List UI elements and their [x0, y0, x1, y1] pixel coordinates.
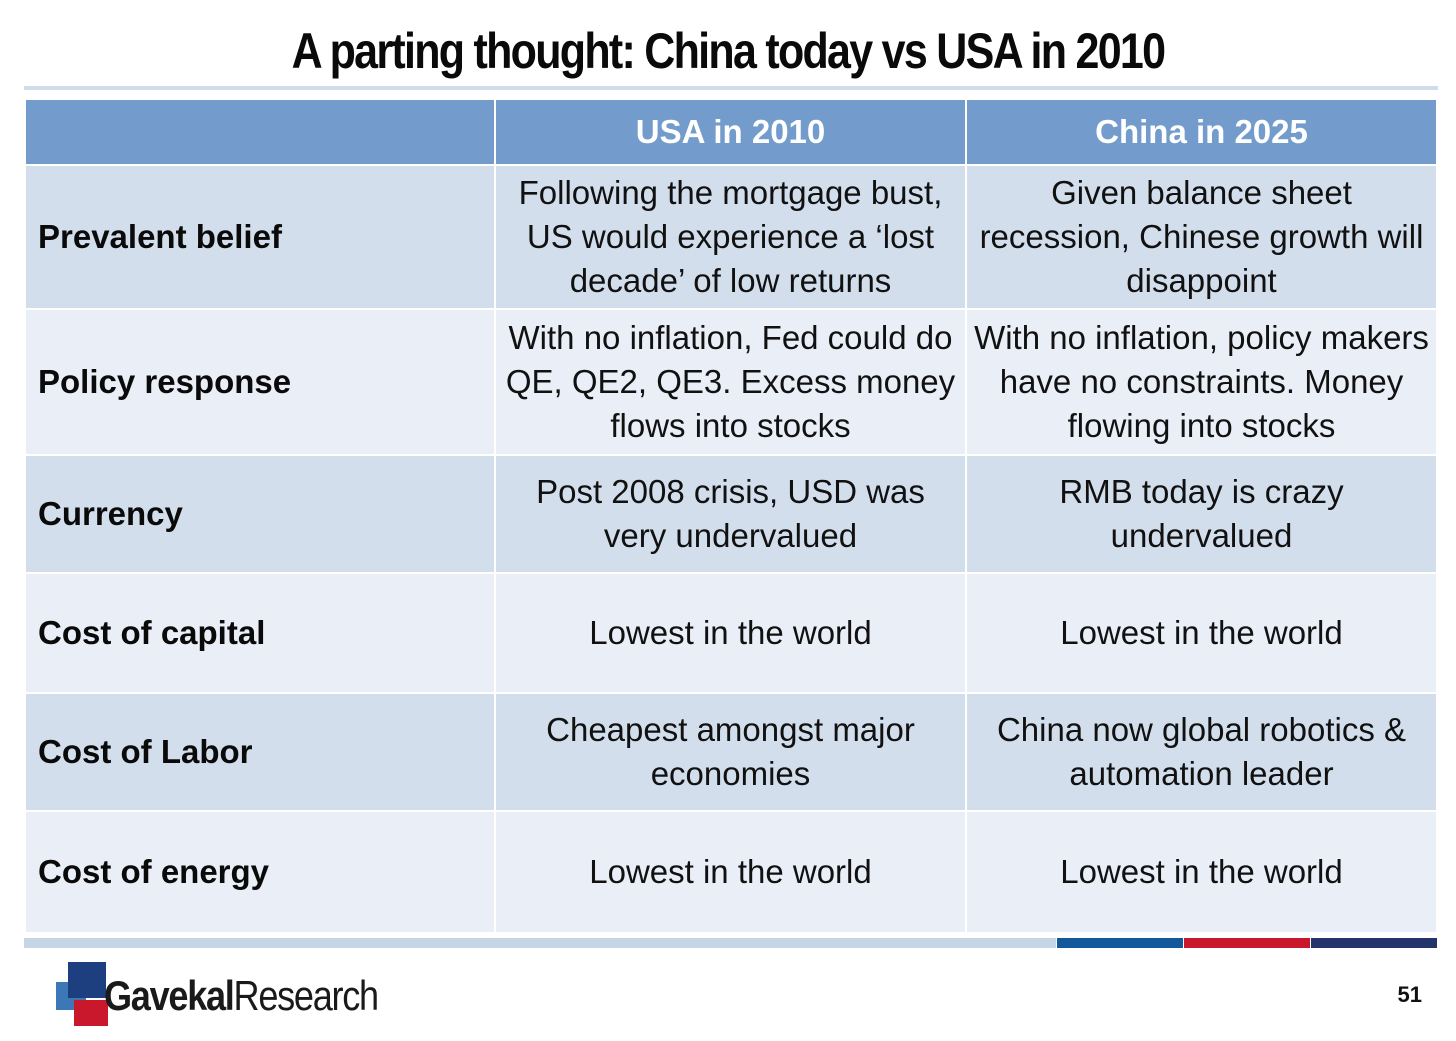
usa-cell: Lowest in the world: [494, 810, 967, 934]
row-label: Policy response: [24, 308, 496, 456]
usa-cell: With no inflation, Fed could do QE, QE2,…: [494, 308, 967, 456]
table-row: Cost of energy Lowest in the world Lowes…: [24, 810, 1438, 934]
row-label: Prevalent belief: [24, 164, 496, 310]
gavekal-logo: GavekalResearch: [56, 962, 380, 1030]
usa-cell: Cheapest amongst major economies: [494, 692, 967, 812]
usa-cell: Following the mortgage bust, US would ex…: [494, 164, 967, 310]
logo-square-icon: [74, 1000, 108, 1026]
logo-square-icon: [68, 962, 106, 998]
slide-title: A parting thought: China today vs USA in…: [291, 23, 1166, 79]
china-cell: Lowest in the world: [965, 572, 1438, 694]
table-row: Cost of capital Lowest in the world Lowe…: [24, 572, 1438, 694]
page-number: 51: [1397, 982, 1422, 1007]
footer-bar-red: [1184, 938, 1310, 948]
china-cell: RMB today is crazy undervalued: [965, 454, 1438, 574]
header-usa-2010: USA in 2010: [494, 98, 967, 166]
table-row: Cost of Labor Cheapest amongst major eco…: [24, 692, 1438, 812]
row-label: Cost of energy: [24, 810, 496, 934]
header-empty: [24, 98, 496, 166]
row-label: Currency: [24, 454, 496, 574]
table-header-row: USA in 2010 China in 2025: [24, 98, 1438, 166]
china-cell: Lowest in the world: [965, 810, 1438, 934]
table-row: Currency Post 2008 crisis, USD was very …: [24, 454, 1438, 574]
footer-bar-grey: [24, 938, 1056, 948]
comparison-table: USA in 2010 China in 2025 Prevalent beli…: [24, 98, 1438, 934]
usa-cell: Lowest in the world: [494, 572, 967, 694]
table-row: Prevalent belief Following the mortgage …: [24, 164, 1438, 310]
header-china-2025: China in 2025: [965, 98, 1438, 166]
row-label: Cost of Labor: [24, 692, 496, 812]
usa-cell: Post 2008 crisis, USD was very undervalu…: [494, 454, 967, 574]
row-label: Cost of capital: [24, 572, 496, 694]
footer-bar-blue: [1057, 938, 1183, 948]
footer-bar-navy: [1311, 938, 1437, 948]
logo-wordmark-gavekal: Gavekal: [104, 972, 235, 1019]
title-divider: [24, 86, 1438, 90]
china-cell: China now global robotics & automation l…: [965, 692, 1438, 812]
china-cell: Given balance sheet recession, Chinese g…: [965, 164, 1438, 310]
logo-wordmark: GavekalResearch: [104, 972, 380, 1020]
table-row: Policy response With no inflation, Fed c…: [24, 308, 1438, 456]
china-cell: With no inflation, policy makers have no…: [965, 308, 1438, 456]
logo-wordmark-research: Research: [233, 972, 380, 1019]
